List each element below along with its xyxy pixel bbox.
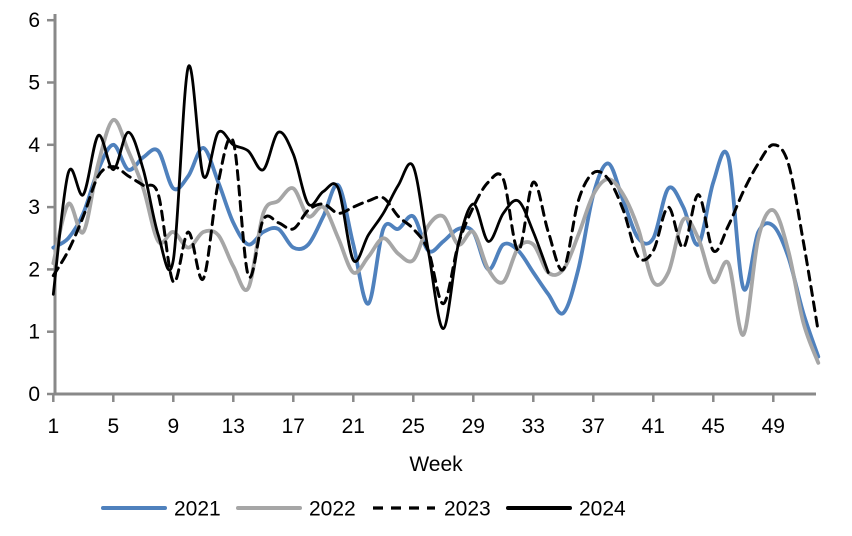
y-tick-label: 6 (28, 9, 40, 32)
x-tick-label: 1 (47, 415, 59, 438)
legend-item-2024: 2024 (506, 498, 626, 521)
y-tick-label: 3 (28, 196, 40, 219)
x-tick-label: 49 (762, 415, 785, 438)
legend-item-2022: 2022 (236, 498, 356, 521)
x-tick-label: 17 (282, 415, 305, 438)
y-tick-label: 0 (28, 383, 40, 406)
x-tick-label: 9 (167, 415, 179, 438)
x-tick-label: 29 (462, 415, 485, 438)
x-tick-label: 25 (402, 415, 425, 438)
y-tick-label: 2 (28, 258, 40, 281)
legend-item-2023: 2023 (373, 498, 491, 521)
y-tick-label: 1 (28, 321, 40, 344)
legend-label-2022: 2022 (309, 498, 356, 521)
series-lines (51, 64, 821, 365)
y-tick-label: 5 (28, 72, 40, 95)
x-tick-label: 33 (522, 415, 545, 438)
x-tick-label: 37 (582, 415, 605, 438)
x-axis-title: Week (409, 453, 463, 476)
x-tick-label: 5 (107, 415, 119, 438)
legend-label-2021: 2021 (174, 498, 221, 521)
x-tick-label: 13 (222, 415, 245, 438)
x-tick-label: 21 (342, 415, 365, 438)
legend: 2021 2022 2023 2024 (101, 498, 626, 521)
axes (47, 14, 816, 402)
x-tick-label: 41 (642, 415, 665, 438)
legend-label-2024: 2024 (579, 498, 626, 521)
series-line-2021 (51, 142, 821, 359)
series-line-2022 (51, 118, 821, 365)
series-line-2024 (51, 64, 550, 331)
y-tick-label: 4 (28, 134, 40, 157)
legend-label-2023: 2023 (444, 498, 491, 521)
x-tick-label: 45 (702, 415, 725, 438)
legend-item-2021: 2021 (101, 498, 221, 521)
